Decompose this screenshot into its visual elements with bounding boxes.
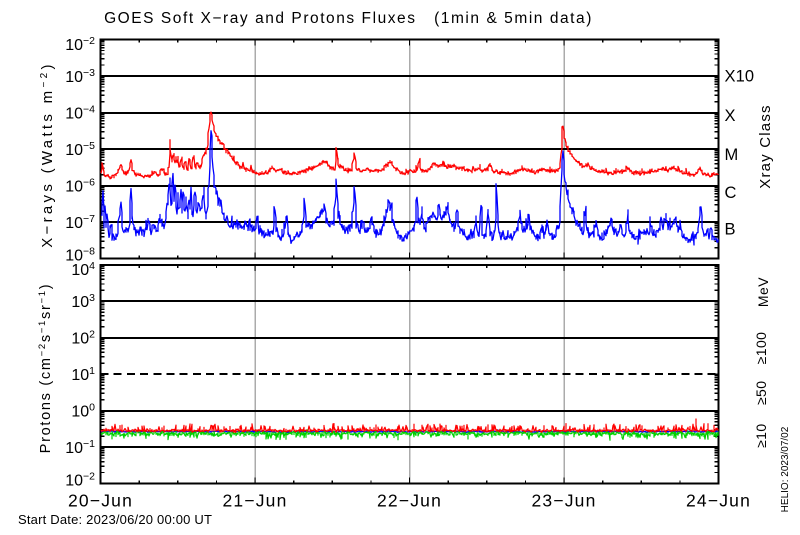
svg-text:B: B bbox=[725, 221, 736, 239]
svg-text:22−Jun: 22−Jun bbox=[377, 491, 442, 511]
svg-text:23−Jun: 23−Jun bbox=[531, 491, 596, 511]
svg-text:≥100: ≥100 bbox=[753, 332, 769, 365]
svg-text:X10: X10 bbox=[725, 68, 755, 86]
svg-text:Protons (cm−2s−1sr−1): Protons (cm−2s−1sr−1) bbox=[37, 283, 54, 454]
svg-text:M: M bbox=[725, 146, 739, 164]
svg-text:GOES Soft X−ray and Protons Fl: GOES Soft X−ray and Protons Fluxes (1min… bbox=[104, 10, 593, 27]
svg-text:C: C bbox=[725, 184, 737, 202]
svg-text:21−Jun: 21−Jun bbox=[222, 491, 287, 511]
svg-text:≥10: ≥10 bbox=[753, 423, 769, 447]
svg-text:MeV: MeV bbox=[755, 277, 771, 307]
svg-text:HELIO: 2023/07/02: HELIO: 2023/07/02 bbox=[780, 426, 791, 512]
svg-text:≥50: ≥50 bbox=[753, 381, 769, 405]
svg-text:X−rays (Watts m−2): X−rays (Watts m−2) bbox=[39, 61, 56, 248]
svg-text:24−Jun: 24−Jun bbox=[686, 491, 751, 511]
svg-text:20−Jun: 20−Jun bbox=[68, 491, 133, 511]
svg-text:Xray Class: Xray Class bbox=[757, 104, 774, 189]
svg-text:X: X bbox=[725, 107, 736, 125]
svg-text:Start Date: 2023/06/20 00:00 U: Start Date: 2023/06/20 00:00 UT bbox=[18, 512, 212, 527]
